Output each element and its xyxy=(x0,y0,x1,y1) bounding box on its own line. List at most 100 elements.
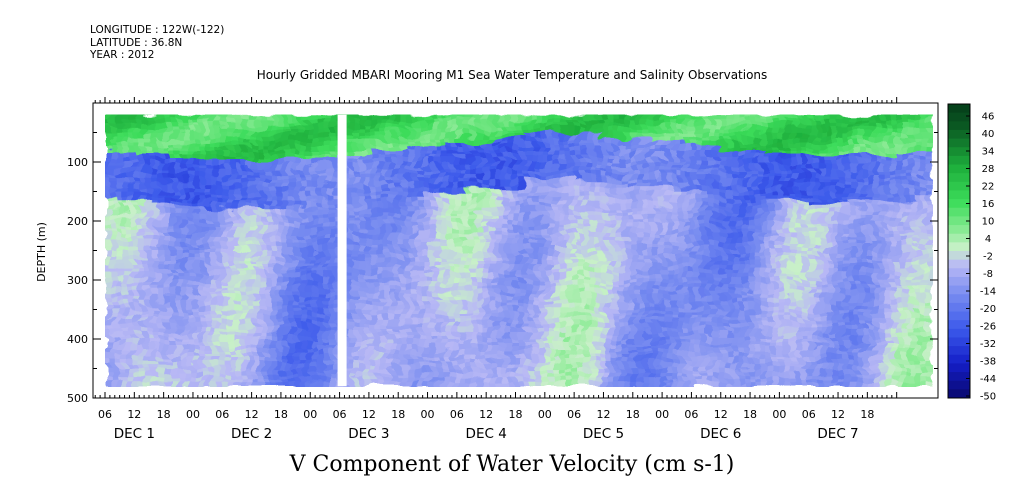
x-hour-tick-label: 12 xyxy=(831,408,845,421)
x-hour-tick-label: 18 xyxy=(509,408,523,421)
colorbar-tick-label: -8 xyxy=(983,269,993,280)
colorbar-swatch xyxy=(948,372,970,382)
y-tick-label: 400 xyxy=(67,333,88,346)
x-day-label: DEC 4 xyxy=(466,426,507,442)
colorbar-swatch xyxy=(948,199,970,209)
colorbar-swatch xyxy=(948,363,970,373)
x-hour-tick-label: 00 xyxy=(538,408,552,421)
x-hour-tick-label: 12 xyxy=(596,408,610,421)
y-tick-label: 300 xyxy=(67,274,88,287)
colorbar-tick-label: 28 xyxy=(982,164,995,175)
colorbar-swatch xyxy=(948,181,970,191)
colorbar-swatch xyxy=(948,294,970,304)
colorbar-tick-label: -14 xyxy=(980,287,996,298)
colorbar-tick-label: 4 xyxy=(985,234,991,245)
colorbar-swatch xyxy=(948,242,970,252)
x-day-label: DEC 2 xyxy=(231,426,272,442)
year-label: YEAR : 2012 xyxy=(90,49,155,61)
y-axis-label: DEPTH (m) xyxy=(35,222,48,282)
x-hour-tick-label: 06 xyxy=(802,408,816,421)
x-hour-tick-label: 06 xyxy=(98,408,112,421)
x-hour-tick-label: 00 xyxy=(186,408,200,421)
colorbar-swatch xyxy=(948,129,970,140)
colorbar-swatch xyxy=(948,320,970,330)
colorbar-tick-label: 46 xyxy=(982,112,995,123)
x-hour-tick-label: 06 xyxy=(567,408,581,421)
colorbar-tick-label: -20 xyxy=(980,304,996,315)
colorbar-swatch xyxy=(948,259,970,269)
heatmap-field xyxy=(105,114,933,387)
x-hour-tick-label: 12 xyxy=(245,408,259,421)
colorbar-swatch xyxy=(948,276,970,287)
colorbar-swatch xyxy=(948,389,970,399)
colorbar-swatch xyxy=(948,328,970,338)
colorbar-swatch xyxy=(948,302,970,313)
x-axis: 06 12 18 00 06 12 18 00 06 12 18 00 06 12 18 00 06 12 18 00… xyxy=(94,97,898,442)
colorbar-swatch xyxy=(948,147,970,157)
x-hour-tick-label: 00 xyxy=(421,408,435,421)
x-hour-tick-label: 06 xyxy=(684,408,698,421)
y-tick-label: 100 xyxy=(67,156,88,169)
x-hour-tick-label: 12 xyxy=(362,408,376,421)
x-hour-tick-label: 18 xyxy=(626,408,640,421)
x-hour-tick-label: 00 xyxy=(655,408,669,421)
x-hour-tick-label: 18 xyxy=(274,408,288,421)
colorbar-tick-label: 34 xyxy=(982,147,995,158)
x-hour-tick-label: 12 xyxy=(479,408,493,421)
latitude-label: LATITUDE : 36.8N xyxy=(90,36,183,49)
x-hour-tick-label: 18 xyxy=(860,408,874,421)
x-hour-tick-label: 06 xyxy=(450,408,464,421)
colorbar-swatch xyxy=(948,216,970,226)
colorbar-swatch xyxy=(948,354,970,364)
x-day-label: DEC 3 xyxy=(348,426,389,442)
x-hour-tick-label: 06 xyxy=(333,408,347,421)
chart-title: Hourly Gridded MBARI Mooring M1 Sea Wate… xyxy=(256,68,768,82)
x-hour-tick-label: 18 xyxy=(391,408,405,421)
x-day-label: DEC 1 xyxy=(114,426,155,442)
longitude-label: LONGITUDE : 122W(-122) xyxy=(90,24,225,36)
colorbar-swatch xyxy=(948,207,970,217)
y-tick-label: 500 xyxy=(67,392,88,405)
colorbar-swatch xyxy=(948,112,970,122)
colorbar-swatch xyxy=(948,173,970,183)
colorbar-tick-label: 40 xyxy=(982,129,995,140)
chart-caption: V Component of Water Velocity (cm s-1) xyxy=(289,452,735,477)
colorbar-tick-label: -38 xyxy=(980,357,996,368)
x-hour-tick-label: 12 xyxy=(714,408,728,421)
colorbar-tick-label: -50 xyxy=(980,392,996,403)
colorbar-swatch xyxy=(948,138,970,148)
colorbar-tick-label: -44 xyxy=(980,374,996,385)
colorbar-tick-label: -26 xyxy=(980,322,996,333)
colorbar-swatch xyxy=(948,251,970,261)
colorbar-swatch xyxy=(948,337,970,347)
colorbar-tick-label: -32 xyxy=(980,339,996,350)
x-hour-tick-label: 18 xyxy=(157,408,171,421)
x-hour-tick-label: 06 xyxy=(215,408,229,421)
colorbar-swatch xyxy=(948,225,970,235)
colorbar-swatch xyxy=(948,190,970,200)
colorbar-swatch xyxy=(948,164,970,174)
y-tick-label: 200 xyxy=(67,215,88,228)
x-hour-tick-label: 00 xyxy=(772,408,786,421)
x-day-label: DEC 5 xyxy=(583,426,624,442)
colorbar-tick-label: 10 xyxy=(982,217,995,228)
colorbar-tick-label: -2 xyxy=(983,252,993,263)
colorbar-swatch xyxy=(948,285,970,295)
x-hour-tick-label: 12 xyxy=(127,408,141,421)
colorbar-swatch xyxy=(948,346,970,356)
x-day-label: DEC 7 xyxy=(817,426,858,442)
colorbar-swatch xyxy=(948,104,970,114)
colorbar-swatch xyxy=(948,233,970,243)
y-axis: 100 200 300 400 500 xyxy=(67,132,938,405)
colorbar: 46 40 34 28 22 16 10 4 -2 -8 -14 -20 -26 -32 -38 -44 -50 xyxy=(947,103,996,403)
colorbar-swatch xyxy=(948,311,970,321)
colorbar-tick-label: 16 xyxy=(982,199,995,210)
colorbar-swatch xyxy=(948,155,970,166)
colorbar-swatch xyxy=(948,268,970,278)
metadata-block: LONGITUDE : 122W(-122) LATITUDE : 36.8N … xyxy=(90,24,224,62)
x-hour-tick-label: 18 xyxy=(743,408,757,421)
x-day-label: DEC 6 xyxy=(700,426,741,442)
colorbar-swatch xyxy=(948,380,970,390)
x-hour-tick-label: 00 xyxy=(303,408,317,421)
